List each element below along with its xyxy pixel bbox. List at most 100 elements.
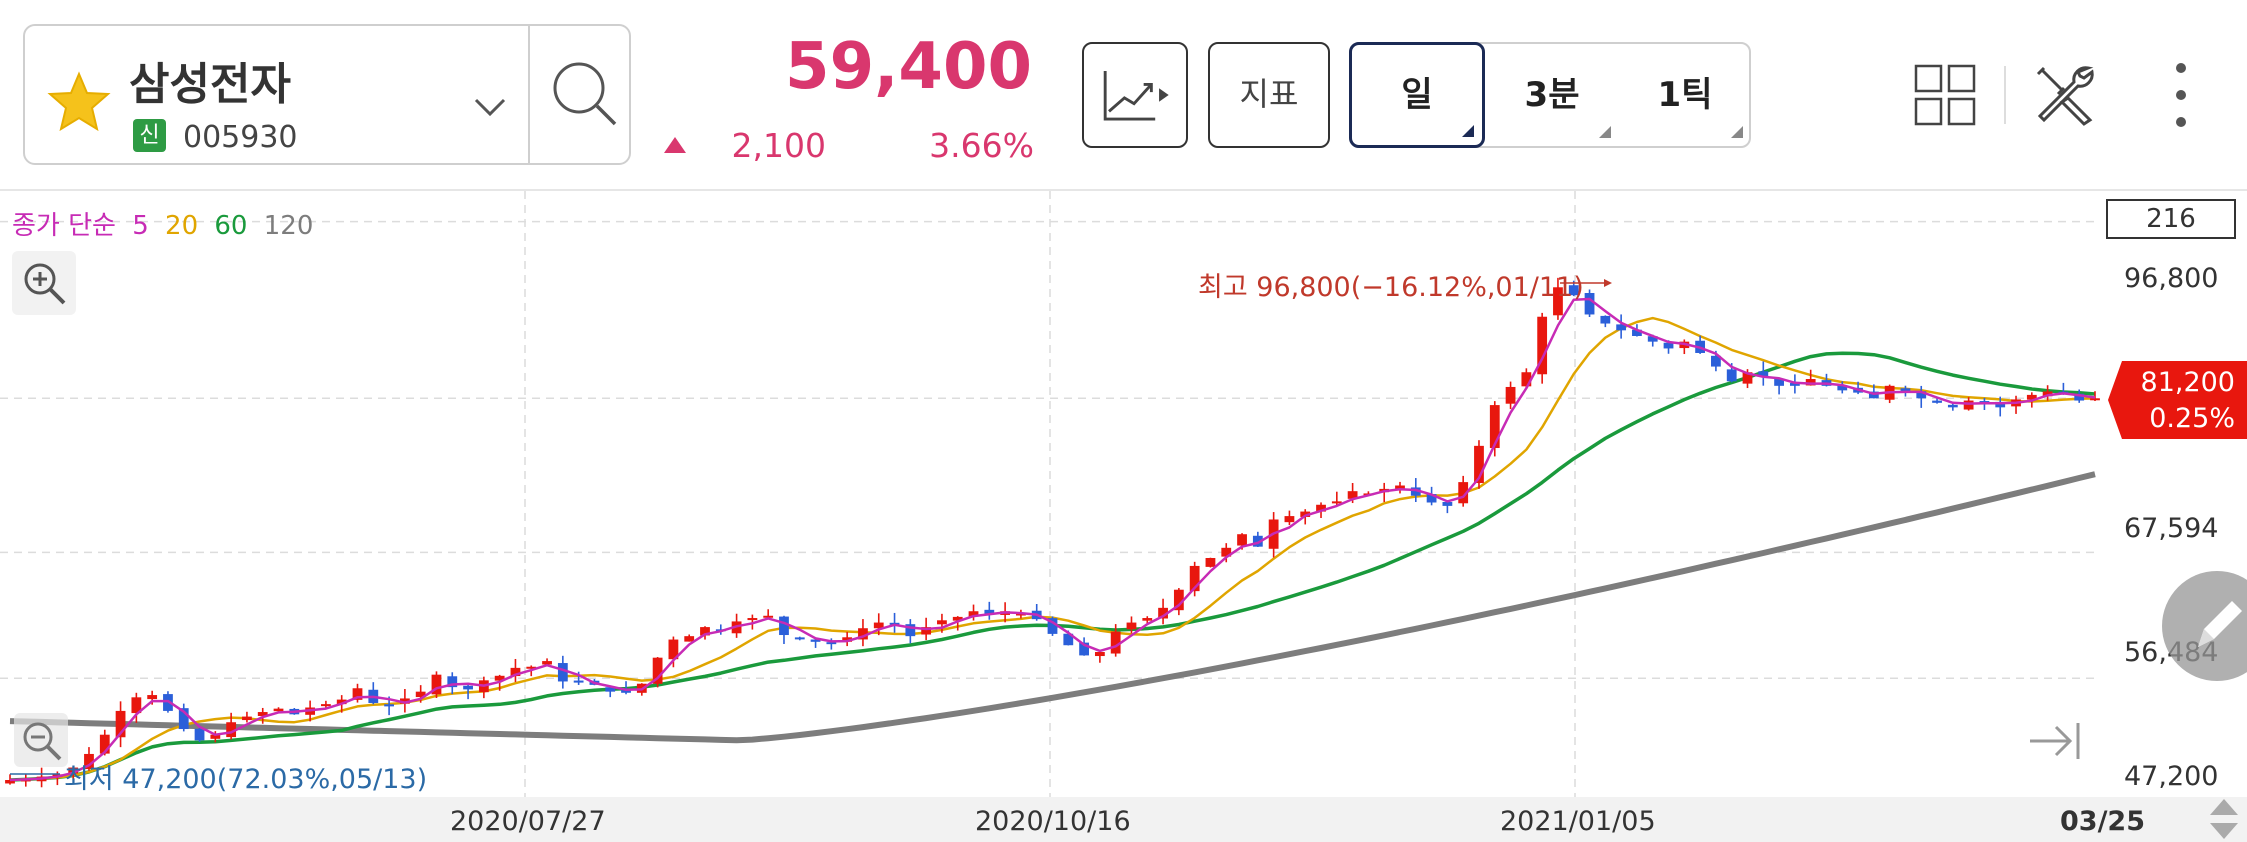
candle-body <box>1553 287 1563 316</box>
candle-body <box>573 680 584 683</box>
candle-body <box>952 616 963 621</box>
candle-body <box>826 642 837 645</box>
candle-body <box>1016 613 1026 616</box>
candle-body <box>1300 511 1311 517</box>
tab-3min[interactable]: 3분 <box>1485 44 1619 146</box>
y-axis-label: 47,200 <box>2124 761 2219 792</box>
tools-icon[interactable] <box>2032 62 2096 126</box>
candle-body <box>794 637 805 640</box>
candle-body <box>968 611 979 617</box>
candle-body <box>1426 494 1437 503</box>
candle-body <box>873 622 884 629</box>
scroll-arrows-icon[interactable] <box>2206 797 2242 841</box>
candle-body <box>1221 547 1232 557</box>
chart-type-button[interactable] <box>1082 42 1188 148</box>
candle-body <box>352 688 363 700</box>
candle-body <box>242 716 252 721</box>
candle-body <box>68 767 79 774</box>
candle-body <box>1805 379 1816 386</box>
candle-body <box>147 695 158 700</box>
grid-layout-icon[interactable] <box>1914 64 1976 126</box>
candle-body <box>1726 369 1737 382</box>
candle-body <box>526 666 537 669</box>
candle-body <box>84 753 94 770</box>
tab-day-label: 일 <box>1401 75 1433 115</box>
candle-body <box>1568 285 1579 296</box>
search-icon[interactable] <box>545 54 623 134</box>
candle-body <box>1410 487 1421 496</box>
candle-body <box>1474 445 1484 484</box>
candle-body <box>384 704 394 707</box>
candle-body <box>5 780 15 784</box>
candle-body <box>194 728 205 741</box>
candle-body <box>1963 400 1974 410</box>
candle-body <box>763 615 774 618</box>
candle-body <box>1189 565 1200 592</box>
ma120-line <box>9 471 2096 744</box>
candle-body <box>921 627 932 635</box>
tab-day[interactable]: 일 <box>1349 42 1485 148</box>
ma-legend[interactable]: 종가 단순 5 20 60 120 <box>12 205 321 242</box>
corner-marker <box>1462 125 1474 137</box>
candle-body <box>621 689 631 693</box>
candle-body <box>1489 405 1500 448</box>
ma5-path <box>9 297 2096 782</box>
legend-ma60: 60 <box>214 211 248 241</box>
candle-body <box>1789 383 1800 386</box>
stock-selector[interactable]: 삼성전자 신 005930 <box>23 24 631 165</box>
x-axis-last-date: 03/25 <box>2060 806 2146 837</box>
y-axis-panel <box>2100 191 2247 842</box>
candle-body <box>1063 633 1074 646</box>
ma120-path <box>9 471 2096 744</box>
drawing-edit-button[interactable] <box>2162 571 2247 681</box>
jump-to-latest-icon[interactable] <box>2020 711 2092 771</box>
candle-body <box>1758 371 1769 377</box>
gridlines <box>0 191 2100 797</box>
visible-candle-count[interactable]: 216 <box>2106 199 2236 239</box>
zoom-in-button[interactable] <box>12 251 76 315</box>
candle-body <box>1284 516 1295 523</box>
candle-body <box>1142 618 1153 621</box>
candle-body <box>447 676 458 688</box>
tab-1tick-label: 1틱 <box>1657 75 1713 115</box>
candle-body <box>1316 504 1326 512</box>
candle-body <box>984 609 995 615</box>
candle-body <box>905 624 916 637</box>
candle-body <box>937 620 947 625</box>
candle-body <box>1442 502 1453 506</box>
chart-canvas <box>0 191 2247 842</box>
candle-body <box>257 712 268 716</box>
tab-3min-label: 3분 <box>1524 75 1580 115</box>
candle-body <box>842 637 853 642</box>
candle-body <box>684 636 695 642</box>
divider <box>528 26 530 163</box>
chevron-down-icon[interactable] <box>473 96 507 118</box>
candle-body <box>1742 372 1753 384</box>
candle-body <box>1505 386 1516 404</box>
candle-body <box>2042 391 2053 397</box>
more-vertical-icon[interactable] <box>2168 60 2194 130</box>
ma5-line <box>9 297 2096 782</box>
period-tabs: 일 3분 1틱 <box>1349 42 1751 148</box>
pencil-icon <box>2198 601 2242 647</box>
zoom-out-button[interactable] <box>14 713 68 767</box>
candle-body <box>2074 393 2085 401</box>
stock-name: 삼성전자 <box>129 59 291 110</box>
candle-body <box>1079 642 1089 656</box>
candle-body <box>605 687 616 692</box>
price-chart[interactable]: 종가 단순 5 20 60 120 216 96,800 67,594 56,4… <box>0 191 2247 842</box>
indicator-button[interactable]: 지표 <box>1208 42 1330 148</box>
candle-body <box>1995 401 2006 408</box>
stock-code: 005930 <box>183 120 298 155</box>
candle-body <box>1947 404 1958 408</box>
zoom-in-icon <box>24 263 66 305</box>
x-axis-panel <box>0 797 2247 842</box>
candle-body <box>1632 329 1642 336</box>
tab-1tick[interactable]: 1틱 <box>1619 44 1751 146</box>
divider <box>0 189 2247 191</box>
candle-body <box>415 691 426 698</box>
annotation-lines <box>10 279 1612 775</box>
star-icon[interactable] <box>47 70 111 134</box>
x-axis-label: 2020/10/16 <box>975 806 1131 837</box>
candle-body <box>1932 400 1942 403</box>
